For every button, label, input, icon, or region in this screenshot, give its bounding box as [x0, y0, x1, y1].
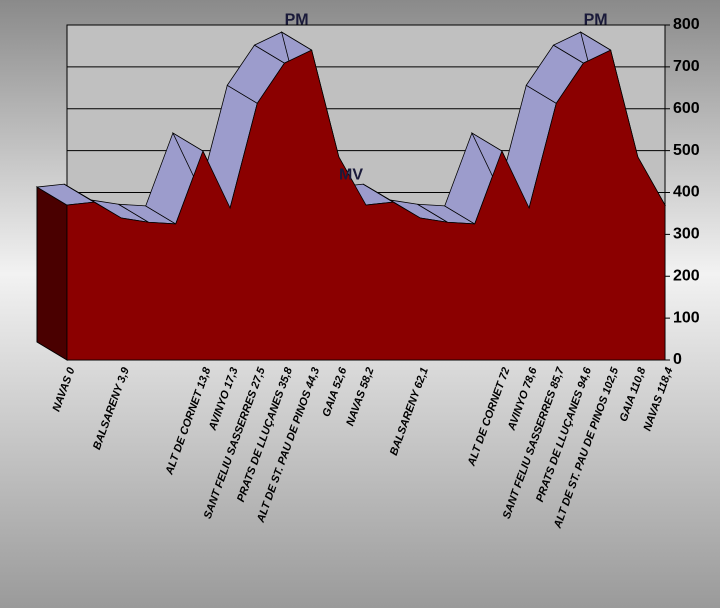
y-tick-label: 400	[673, 184, 700, 201]
y-tick-label: 600	[673, 100, 700, 117]
y-tick-label: 500	[673, 142, 700, 159]
y-tick-label: 800	[673, 16, 700, 33]
side-face	[36, 186, 68, 361]
annotation: PM	[285, 11, 309, 28]
y-tick-label: 700	[673, 58, 700, 75]
annotation: PM	[584, 11, 608, 28]
area	[66, 49, 666, 361]
y-tick-label: 0	[673, 351, 682, 368]
y-tick-label: 300	[673, 226, 700, 243]
annotation: MV	[339, 166, 363, 183]
y-tick-label: 100	[673, 309, 700, 326]
y-tick-label: 200	[673, 267, 700, 284]
